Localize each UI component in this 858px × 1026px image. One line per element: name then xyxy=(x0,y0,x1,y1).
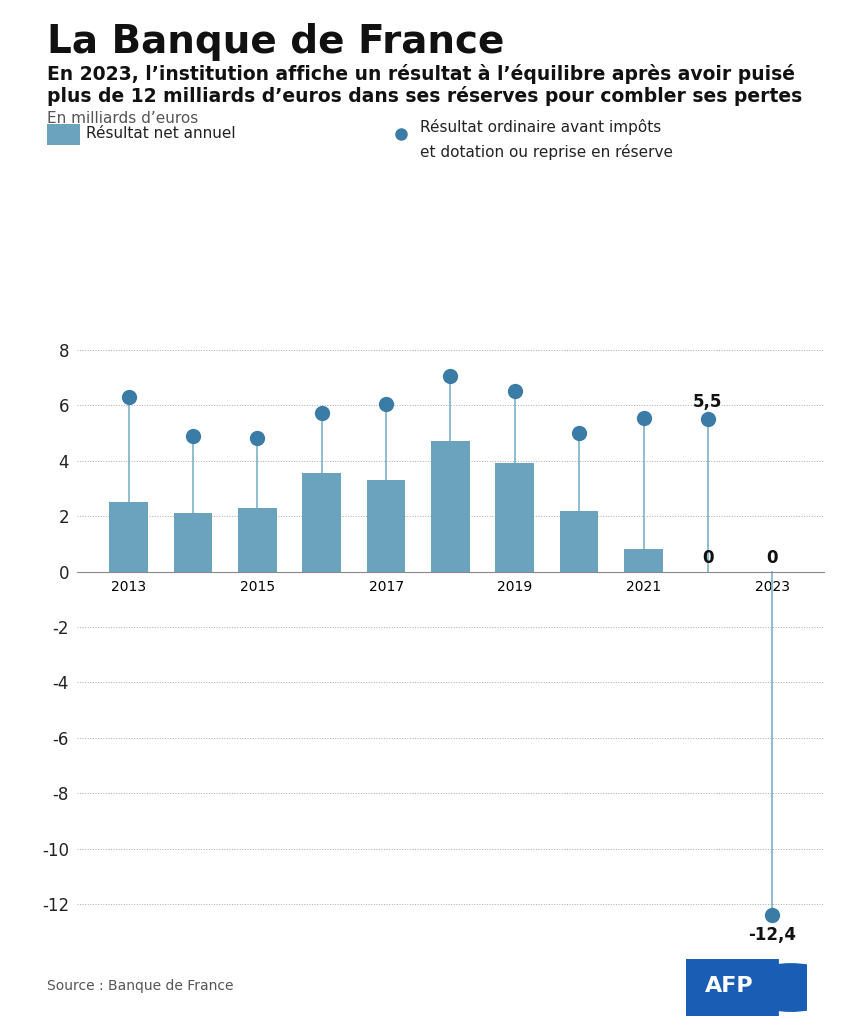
Text: plus de 12 milliards d’euros dans ses réserves pour combler ses pertes: plus de 12 milliards d’euros dans ses ré… xyxy=(47,86,802,106)
Bar xyxy=(302,473,341,571)
Text: -12,4: -12,4 xyxy=(748,926,796,945)
Circle shape xyxy=(740,963,842,1012)
Text: 0: 0 xyxy=(766,549,778,567)
Text: AFP: AFP xyxy=(705,977,754,996)
Text: Source : Banque de France: Source : Banque de France xyxy=(47,979,233,993)
Bar xyxy=(560,511,598,571)
Text: La Banque de France: La Banque de France xyxy=(47,23,505,61)
Bar xyxy=(173,513,212,571)
Bar xyxy=(239,508,276,571)
Text: 5,5: 5,5 xyxy=(693,393,722,411)
Text: En 2023, l’institution affiche un résultat à l’équilibre après avoir puisé: En 2023, l’institution affiche un résult… xyxy=(47,64,795,83)
Bar xyxy=(110,502,148,571)
Bar xyxy=(432,441,469,571)
Text: 0: 0 xyxy=(702,549,714,567)
Text: et dotation ou reprise en réserve: et dotation ou reprise en réserve xyxy=(420,144,674,160)
Bar xyxy=(625,549,663,571)
Text: Résultat net annuel: Résultat net annuel xyxy=(86,126,235,141)
Text: En milliards d’euros: En milliards d’euros xyxy=(47,111,198,126)
Text: Résultat ordinaire avant impôts: Résultat ordinaire avant impôts xyxy=(420,119,662,135)
FancyBboxPatch shape xyxy=(680,956,779,1019)
Bar xyxy=(495,464,534,571)
Bar xyxy=(366,480,405,571)
